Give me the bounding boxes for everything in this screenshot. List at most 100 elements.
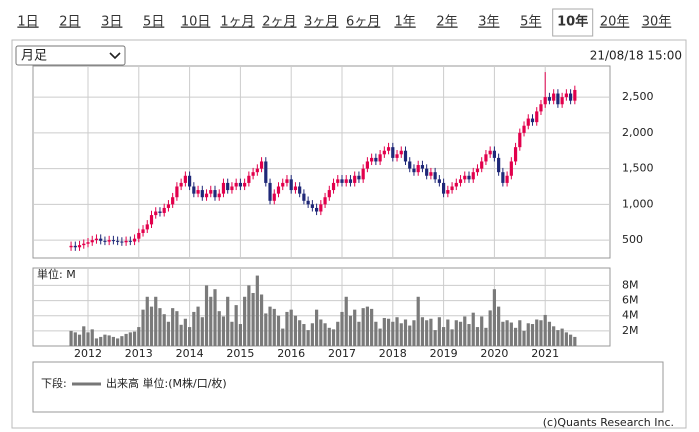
x-tick-label: 2016 (277, 347, 305, 360)
volume-bar (183, 318, 187, 346)
volume-bar (433, 330, 437, 346)
candle-body (458, 179, 463, 183)
y-tick-label: 500 (622, 233, 643, 246)
volume-bar (154, 296, 158, 346)
candle-body (420, 165, 425, 169)
candle-body (77, 245, 82, 248)
candle-body (475, 168, 480, 173)
volume-bar (188, 327, 192, 346)
volume-bar (217, 311, 221, 346)
timestamp: 21/08/18 15:00 (590, 49, 682, 63)
volume-bar (323, 323, 327, 346)
volume-bar (272, 308, 276, 346)
volume-bar (137, 327, 141, 346)
candle-body (353, 175, 357, 183)
volume-bar (365, 306, 369, 346)
volume-bar (94, 338, 99, 346)
candle-body (149, 215, 154, 225)
tab[interactable]: 6ヶ月 (346, 15, 380, 30)
volume-bar (204, 285, 209, 346)
candle-body (251, 172, 255, 176)
volume-bar (327, 327, 331, 346)
volume-bar (196, 306, 200, 346)
candle-body (518, 132, 522, 148)
volume-bar (192, 311, 196, 346)
volume-bar (289, 309, 293, 346)
candle-body (374, 157, 378, 162)
period-select[interactable] (15, 45, 126, 66)
candle-body (268, 182, 272, 201)
tab[interactable]: 1年 (394, 15, 415, 30)
volume-bar (492, 289, 496, 346)
volume-bar (111, 336, 115, 346)
candle-body (302, 193, 306, 201)
tab[interactable]: 1日 (17, 15, 38, 30)
volume-bar (539, 320, 543, 346)
volume-bar (471, 312, 475, 346)
tab[interactable]: 5日 (143, 15, 164, 30)
candle-body (463, 175, 467, 180)
tab[interactable]: 20年 (600, 15, 630, 30)
candle-body (497, 157, 501, 173)
tab[interactable]: 5年 (520, 15, 541, 30)
candle-body (238, 182, 242, 187)
tab[interactable]: 30年 (642, 15, 672, 30)
tab[interactable]: 1ヶ月 (220, 15, 254, 30)
candle-body (327, 190, 331, 198)
volume-bar (145, 296, 149, 346)
volume-bar (497, 306, 501, 346)
y-tick-label: 2M (622, 324, 639, 337)
volume-bar (530, 324, 535, 346)
volume-bar (331, 329, 336, 346)
volume-bar (243, 296, 247, 346)
candle-body (454, 182, 458, 187)
volume-bar (480, 316, 484, 346)
candle-body (247, 175, 251, 183)
candle-body (480, 161, 484, 169)
candle-body (442, 182, 446, 194)
candle-body (323, 197, 327, 205)
volume-bar (120, 336, 124, 346)
x-tick-label: 2018 (379, 347, 407, 360)
candle-body (429, 172, 433, 176)
candle-body (310, 204, 314, 208)
volume-bar (564, 332, 568, 346)
volume-bar (416, 296, 420, 346)
tab-selected-bg (552, 8, 594, 37)
candle-body (188, 175, 192, 187)
tab[interactable]: 3日 (101, 15, 122, 30)
candle-body (107, 240, 111, 242)
tab[interactable]: 2日 (59, 15, 80, 30)
tab[interactable]: 2ヶ月 (262, 15, 296, 30)
volume-bar (251, 292, 255, 346)
candle-body (505, 175, 509, 183)
volume-bar (412, 320, 416, 346)
candle-body (116, 240, 120, 242)
candle-body (183, 175, 187, 183)
volume-bar (86, 332, 90, 346)
candle-body (492, 150, 496, 158)
candle-body (264, 161, 268, 183)
x-tick-label: 2013 (125, 347, 153, 360)
tab[interactable]: 3年 (478, 15, 499, 30)
tab[interactable]: 2年 (436, 15, 457, 30)
candle-body (226, 182, 230, 191)
tab[interactable]: 3ヶ月 (304, 15, 338, 30)
candle-body (450, 186, 454, 191)
volume-bar (522, 330, 526, 346)
volume-bar (213, 289, 217, 346)
volume-bar (162, 314, 166, 346)
candle-body (99, 238, 103, 241)
y-tick-label: 4M (622, 309, 639, 322)
volume-bar (425, 320, 429, 346)
volume-bar (306, 330, 310, 346)
volume-bar (429, 318, 433, 346)
volume-bar (535, 319, 539, 346)
legend-label: 下段: (41, 376, 67, 390)
candle-body (103, 240, 107, 242)
tab[interactable]: 10日 (181, 15, 211, 30)
tab[interactable]: 10年 (557, 14, 588, 30)
volume-bar (99, 336, 103, 346)
candle-body (69, 245, 73, 248)
